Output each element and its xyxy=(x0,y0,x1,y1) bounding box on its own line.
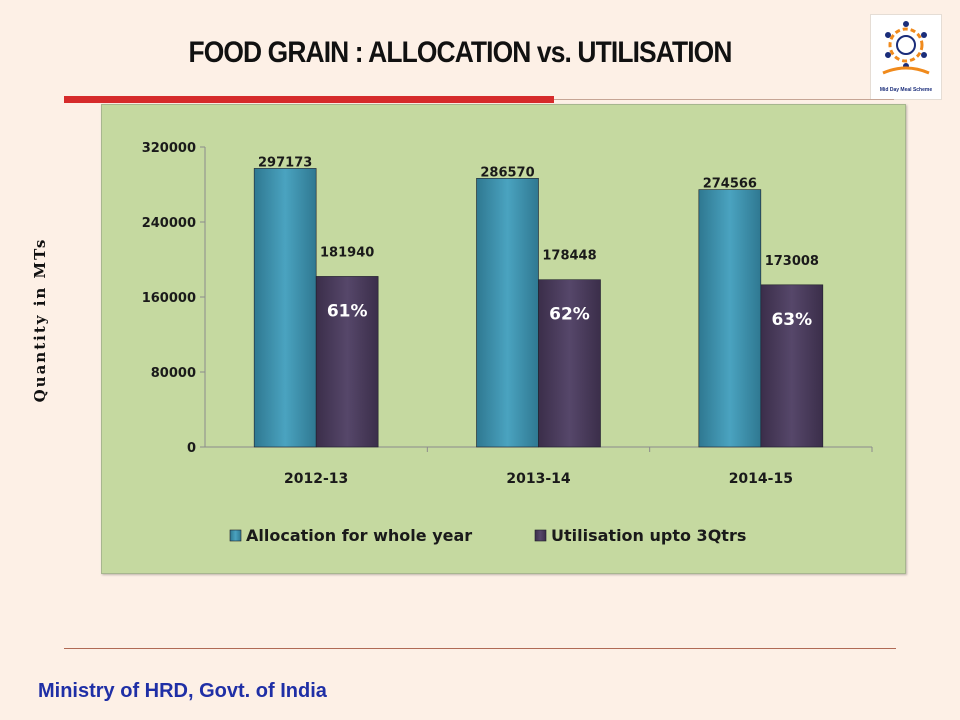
y-tick-label: 0 xyxy=(187,441,196,456)
utilisation-percent-label: 63% xyxy=(771,310,812,330)
bar-value-label: 286570 xyxy=(480,165,534,180)
x-tick-label: 2013-14 xyxy=(506,471,571,487)
mid-day-meal-logo: Mid Day Meal Scheme xyxy=(870,14,942,100)
legend-swatch xyxy=(534,529,547,542)
header-divider xyxy=(554,99,894,100)
x-tick-label: 2012-13 xyxy=(284,471,348,487)
y-tick-label: 240000 xyxy=(142,216,196,231)
footer-text: Ministry of HRD, Govt. of India xyxy=(38,680,327,702)
bar-utilisation xyxy=(538,279,601,448)
y-tick-label: 80000 xyxy=(151,366,196,381)
y-tick-label: 160000 xyxy=(142,291,196,306)
bar-utilisation xyxy=(760,284,824,448)
utilisation-percent-label: 62% xyxy=(549,305,590,325)
bar-value-label: 178448 xyxy=(542,249,596,264)
legend-label: Utilisation upto 3Qtrs xyxy=(551,526,746,545)
bar-utilisation xyxy=(315,276,379,448)
legend-swatch xyxy=(229,529,242,542)
accent-rule xyxy=(64,96,554,103)
bar-value-label: 297173 xyxy=(258,155,312,170)
bar-chart: 0 80000 160000 240000 320000 2012-13 297173 18… xyxy=(142,141,873,545)
slide-title: FOOD GRAIN : ALLOCATION vs. UTILISATION xyxy=(188,36,732,69)
logo-emblem-icon xyxy=(882,21,930,75)
y-tick-label: 320000 xyxy=(142,141,196,156)
bar-allocation xyxy=(476,178,539,448)
utilisation-percent-label: 61% xyxy=(327,301,368,321)
bar-allocation xyxy=(698,189,762,448)
bar-value-label: 181940 xyxy=(320,245,374,260)
legend-label: Allocation for whole year xyxy=(246,526,472,545)
bar-allocation xyxy=(253,168,317,448)
bar-value-label: 173008 xyxy=(765,254,819,269)
footer-divider xyxy=(64,648,896,649)
logo-caption: Mid Day Meal Scheme xyxy=(879,87,933,93)
chart-panel: 0 80000 160000 240000 320000 2012-13 297173 18… xyxy=(101,104,906,574)
x-tick-label: 2014-15 xyxy=(729,471,793,487)
bar-value-label: 274566 xyxy=(703,177,757,192)
y-axis-label: Quantity in MTs xyxy=(31,237,49,403)
